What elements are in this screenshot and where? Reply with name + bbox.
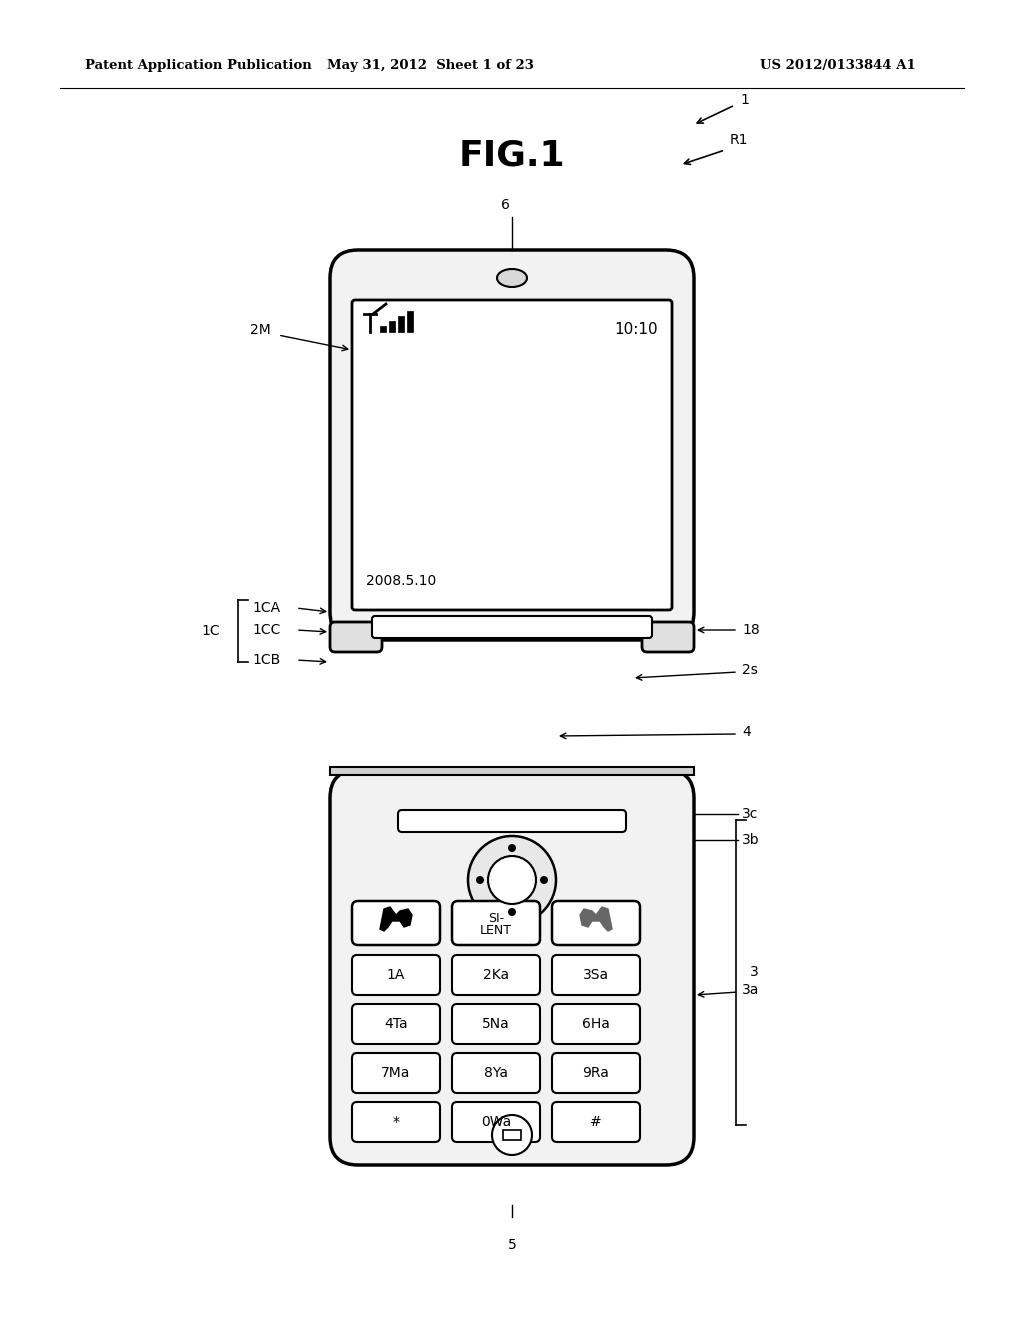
Circle shape — [540, 876, 548, 884]
Text: 1CA: 1CA — [252, 601, 281, 615]
FancyBboxPatch shape — [452, 1005, 540, 1044]
Text: 3a: 3a — [742, 983, 760, 997]
FancyBboxPatch shape — [352, 954, 440, 995]
Circle shape — [508, 908, 516, 916]
Text: 5Na: 5Na — [482, 1016, 510, 1031]
FancyBboxPatch shape — [552, 954, 640, 995]
Text: 9Ra: 9Ra — [583, 1067, 609, 1080]
FancyBboxPatch shape — [330, 622, 382, 652]
Polygon shape — [380, 907, 412, 931]
Text: R1: R1 — [730, 133, 749, 147]
Text: 10:10: 10:10 — [614, 322, 658, 337]
FancyBboxPatch shape — [352, 1053, 440, 1093]
Circle shape — [492, 1115, 532, 1155]
Text: 6Ha: 6Ha — [582, 1016, 610, 1031]
Text: 1: 1 — [740, 92, 749, 107]
FancyBboxPatch shape — [452, 954, 540, 995]
FancyBboxPatch shape — [552, 902, 640, 945]
Text: 3Sa: 3Sa — [583, 968, 609, 982]
Text: 1A: 1A — [387, 968, 406, 982]
Circle shape — [468, 836, 556, 924]
Text: US 2012/0133844 A1: US 2012/0133844 A1 — [760, 58, 915, 71]
Circle shape — [488, 855, 536, 904]
Text: 2Ka: 2Ka — [483, 968, 509, 982]
Text: 5: 5 — [508, 1238, 516, 1251]
Text: 6: 6 — [501, 198, 509, 213]
Text: 18: 18 — [742, 623, 760, 638]
FancyBboxPatch shape — [452, 1102, 540, 1142]
Polygon shape — [580, 907, 612, 931]
FancyBboxPatch shape — [352, 902, 440, 945]
Bar — [398, 315, 404, 333]
Text: 7Ma: 7Ma — [381, 1067, 411, 1080]
Bar — [330, 767, 694, 775]
FancyBboxPatch shape — [330, 249, 694, 640]
Text: #: # — [590, 1115, 602, 1129]
Text: 3b: 3b — [742, 833, 760, 847]
Text: 3: 3 — [750, 965, 759, 979]
FancyBboxPatch shape — [352, 1005, 440, 1044]
FancyBboxPatch shape — [372, 616, 652, 638]
Text: 1CC: 1CC — [252, 623, 281, 638]
Text: SI-: SI- — [488, 912, 504, 924]
Text: May 31, 2012  Sheet 1 of 23: May 31, 2012 Sheet 1 of 23 — [327, 58, 534, 71]
FancyBboxPatch shape — [452, 902, 540, 945]
FancyBboxPatch shape — [452, 1053, 540, 1093]
Ellipse shape — [497, 269, 527, 286]
Text: 1C: 1C — [202, 624, 220, 638]
Text: 2008.5.10: 2008.5.10 — [366, 574, 436, 587]
Bar — [380, 326, 386, 333]
Text: *: * — [392, 1115, 399, 1129]
Text: 2M: 2M — [250, 323, 270, 337]
FancyBboxPatch shape — [330, 770, 694, 1166]
FancyBboxPatch shape — [642, 622, 694, 652]
Text: 2s: 2s — [742, 663, 758, 677]
Bar — [503, 1130, 521, 1140]
FancyBboxPatch shape — [552, 1053, 640, 1093]
Text: LENT: LENT — [480, 924, 512, 937]
Circle shape — [508, 843, 516, 851]
FancyBboxPatch shape — [398, 810, 626, 832]
FancyBboxPatch shape — [352, 1102, 440, 1142]
Bar — [407, 312, 413, 333]
Text: 3c: 3c — [742, 807, 759, 821]
Text: Patent Application Publication: Patent Application Publication — [85, 58, 311, 71]
Text: 0Wa: 0Wa — [481, 1115, 511, 1129]
FancyBboxPatch shape — [552, 1005, 640, 1044]
Text: 8Ya: 8Ya — [484, 1067, 508, 1080]
Bar — [389, 321, 395, 333]
Text: 4: 4 — [742, 725, 751, 739]
Circle shape — [476, 876, 484, 884]
Text: 1CB: 1CB — [252, 653, 281, 667]
Text: 4Ta: 4Ta — [384, 1016, 408, 1031]
FancyBboxPatch shape — [352, 300, 672, 610]
Text: FIG.1: FIG.1 — [459, 139, 565, 172]
FancyBboxPatch shape — [552, 1102, 640, 1142]
